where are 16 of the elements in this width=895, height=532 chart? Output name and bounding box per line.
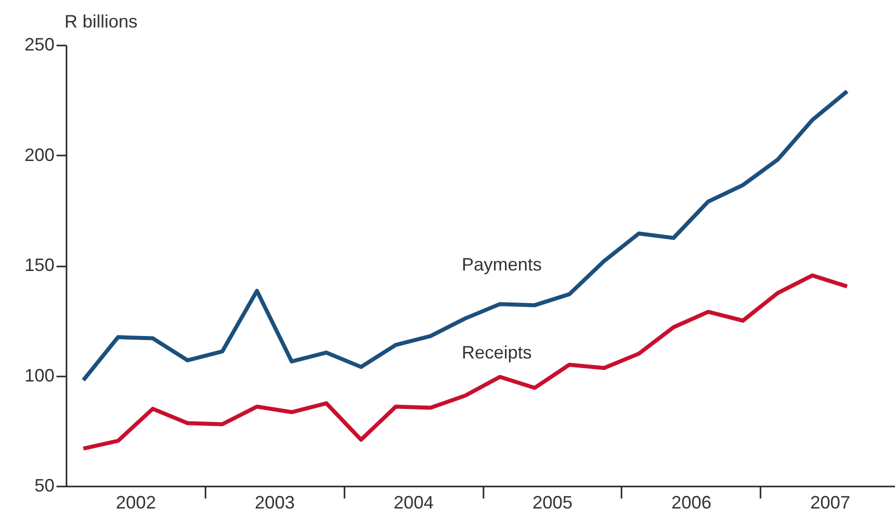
- y-tick-label: 100: [24, 365, 54, 386]
- series-label: Receipts: [462, 342, 532, 363]
- series-label: Payments: [462, 254, 542, 274]
- x-tick-label: 2005: [532, 492, 573, 512]
- x-tick-label: 2004: [394, 492, 434, 512]
- x-tick-label: 2003: [254, 492, 295, 512]
- x-tick-label: 2006: [671, 492, 712, 512]
- y-axis-title: R billions: [64, 12, 138, 32]
- line-series: [81, 273, 850, 451]
- x-tick-label: 2007: [810, 492, 850, 512]
- y-tick-label: 50: [34, 476, 54, 496]
- y-tick-label: 200: [24, 144, 54, 165]
- line-series: [81, 89, 850, 382]
- y-tick-label: 250: [24, 34, 54, 54]
- x-tick-label: 2002: [116, 492, 156, 512]
- y-tick-label: 150: [24, 255, 54, 275]
